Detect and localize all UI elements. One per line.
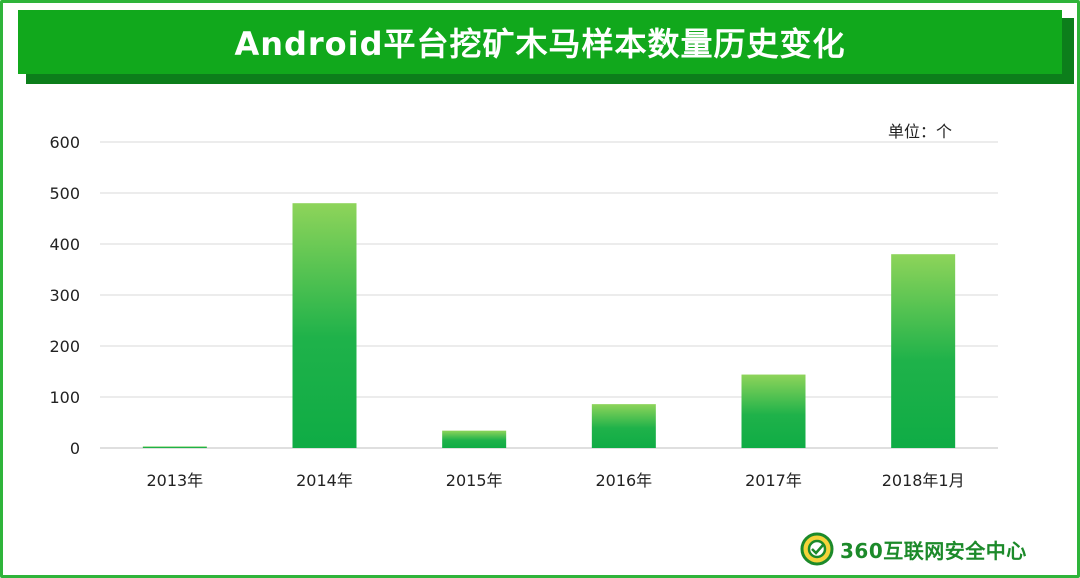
x-tick-label: 2014年 (296, 471, 353, 490)
y-tick-label: 300 (49, 286, 80, 305)
bars (142, 203, 956, 448)
bar (891, 254, 956, 448)
bar (442, 430, 507, 448)
title-banner: Android平台挖矿木马样本数量历史变化 (18, 10, 1062, 74)
y-tick-label: 600 (49, 133, 80, 152)
shield-logo-icon (800, 532, 834, 566)
y-axis-tick-labels: 0 100 200 300 400 500 600 (49, 133, 80, 458)
bar (142, 446, 207, 448)
brand-logo: 360互联网安全中心 (800, 532, 1027, 566)
bar (741, 374, 806, 448)
x-tick-label: 2013年 (146, 471, 203, 490)
brand-name: 360互联网安全中心 (840, 538, 1027, 563)
grid-lines (100, 141, 998, 449)
bar (292, 203, 357, 448)
chart-title: Android平台挖矿木马样本数量历史变化 (234, 25, 846, 63)
y-tick-label: 500 (49, 184, 80, 203)
y-tick-label: 100 (49, 388, 80, 407)
bar (591, 404, 656, 448)
x-tick-label: 2015年 (446, 471, 503, 490)
x-axis-tick-labels: 2013年 2014年 2015年 2016年 2017年 2018年1月 (146, 471, 964, 490)
x-tick-label: 2016年 (595, 471, 652, 490)
unit-label: 单位：个 (888, 122, 953, 141)
y-tick-label: 400 (49, 235, 80, 254)
x-tick-label: 2018年1月 (882, 471, 965, 490)
x-tick-label: 2017年 (745, 471, 802, 490)
y-tick-label: 200 (49, 337, 80, 356)
y-tick-label: 0 (70, 439, 80, 458)
